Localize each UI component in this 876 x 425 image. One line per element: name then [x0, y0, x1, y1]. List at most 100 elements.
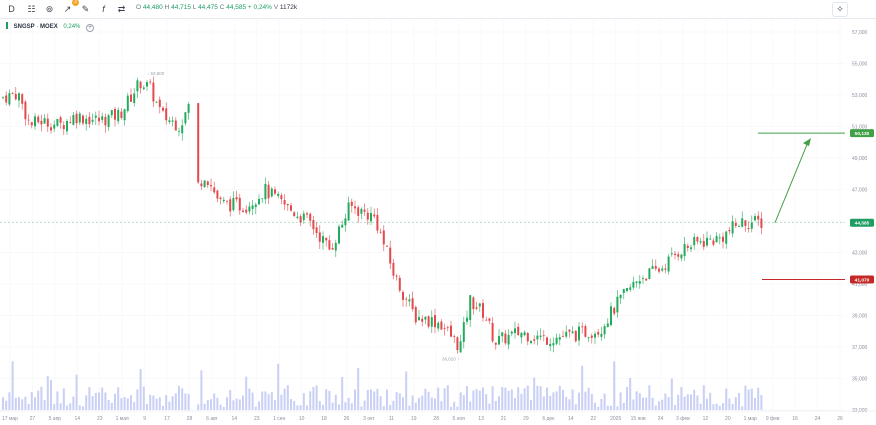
candle[interactable]: [414, 307, 417, 323]
candle[interactable]: [709, 238, 712, 240]
candle[interactable]: [107, 115, 110, 128]
candle[interactable]: [290, 205, 292, 211]
candle[interactable]: [405, 298, 408, 300]
candle[interactable]: [552, 343, 555, 346]
candle[interactable]: [725, 231, 728, 244]
candle[interactable]: [232, 198, 235, 210]
candle[interactable]: [606, 323, 609, 327]
candle[interactable]: [619, 294, 622, 299]
candle[interactable]: [478, 303, 481, 307]
candle[interactable]: [165, 108, 168, 121]
candle[interactable]: [315, 227, 318, 234]
candle[interactable]: [754, 216, 756, 221]
candle-type-icon[interactable]: ☷: [27, 4, 36, 14]
candle[interactable]: [738, 226, 740, 227]
candle[interactable]: [699, 241, 702, 243]
candle[interactable]: [587, 337, 590, 339]
candle[interactable]: [72, 114, 75, 125]
candle[interactable]: [757, 215, 760, 220]
candle[interactable]: [267, 184, 270, 199]
candle[interactable]: [155, 101, 158, 103]
candle[interactable]: [651, 266, 654, 269]
candle[interactable]: [546, 337, 548, 345]
candle[interactable]: [462, 322, 465, 342]
candle[interactable]: [558, 337, 561, 340]
interval-button[interactable]: D: [8, 4, 15, 14]
sparkle-icon[interactable]: ✧: [832, 2, 848, 17]
candle[interactable]: [392, 262, 395, 276]
candle[interactable]: [363, 209, 366, 212]
candle[interactable]: [53, 124, 56, 129]
candle[interactable]: [677, 254, 680, 257]
candle[interactable]: [133, 93, 136, 104]
candle[interactable]: [600, 333, 603, 337]
candle[interactable]: [88, 116, 91, 125]
candle[interactable]: [14, 93, 17, 100]
candle[interactable]: [136, 80, 139, 92]
candle[interactable]: [712, 240, 715, 245]
candle[interactable]: [411, 298, 414, 309]
candle[interactable]: [261, 198, 264, 200]
candle[interactable]: [187, 104, 190, 113]
candle[interactable]: [430, 317, 433, 327]
candle[interactable]: [370, 213, 372, 222]
candle[interactable]: [389, 247, 392, 264]
candle[interactable]: [126, 95, 129, 112]
candle[interactable]: [206, 181, 209, 186]
candle[interactable]: [632, 281, 635, 288]
candle[interactable]: [661, 268, 664, 271]
candle[interactable]: [174, 120, 177, 131]
candle[interactable]: [565, 331, 568, 337]
candle[interactable]: [242, 210, 244, 212]
candle[interactable]: [258, 198, 260, 205]
candle[interactable]: [664, 268, 667, 270]
candle[interactable]: [731, 221, 734, 234]
candle[interactable]: [283, 200, 286, 205]
candle[interactable]: [635, 281, 638, 283]
candle[interactable]: [453, 335, 456, 337]
candle[interactable]: [693, 237, 696, 246]
candle[interactable]: [530, 340, 532, 344]
candle[interactable]: [306, 213, 308, 215]
candle[interactable]: [536, 335, 539, 340]
candle[interactable]: [539, 335, 542, 337]
candle[interactable]: [718, 237, 721, 239]
candle[interactable]: [40, 120, 43, 125]
candle[interactable]: [168, 120, 171, 122]
candle[interactable]: [152, 82, 155, 102]
candle[interactable]: [654, 266, 657, 269]
add-indicator-icon[interactable]: +: [86, 24, 95, 32]
forecast-arrow-line[interactable]: [774, 141, 809, 223]
candle[interactable]: [613, 307, 616, 314]
candle[interactable]: [584, 326, 587, 337]
candle[interactable]: [37, 116, 40, 123]
candle[interactable]: [622, 288, 625, 294]
candle[interactable]: [178, 130, 180, 132]
candle[interactable]: [514, 328, 516, 334]
candle[interactable]: [424, 316, 427, 320]
candle[interactable]: [341, 224, 344, 228]
candle[interactable]: [590, 335, 593, 338]
candle[interactable]: [331, 248, 334, 250]
candle[interactable]: [158, 99, 161, 108]
candle[interactable]: [171, 120, 174, 122]
candle[interactable]: [491, 322, 494, 342]
candle[interactable]: [219, 197, 222, 200]
candle[interactable]: [382, 230, 385, 245]
candle[interactable]: [680, 254, 683, 259]
candle[interactable]: [626, 288, 628, 292]
candle[interactable]: [475, 307, 478, 309]
candle[interactable]: [5, 95, 8, 103]
candle[interactable]: [18, 93, 20, 101]
candle[interactable]: [696, 237, 699, 242]
candle[interactable]: [642, 278, 644, 280]
candle[interactable]: [670, 253, 673, 255]
candle[interactable]: [366, 212, 369, 220]
candle[interactable]: [264, 183, 267, 200]
candle[interactable]: [360, 208, 363, 214]
candle[interactable]: [149, 81, 152, 83]
candle[interactable]: [629, 287, 632, 290]
candle[interactable]: [526, 333, 529, 342]
candle[interactable]: [43, 118, 46, 124]
candle[interactable]: [456, 337, 459, 351]
